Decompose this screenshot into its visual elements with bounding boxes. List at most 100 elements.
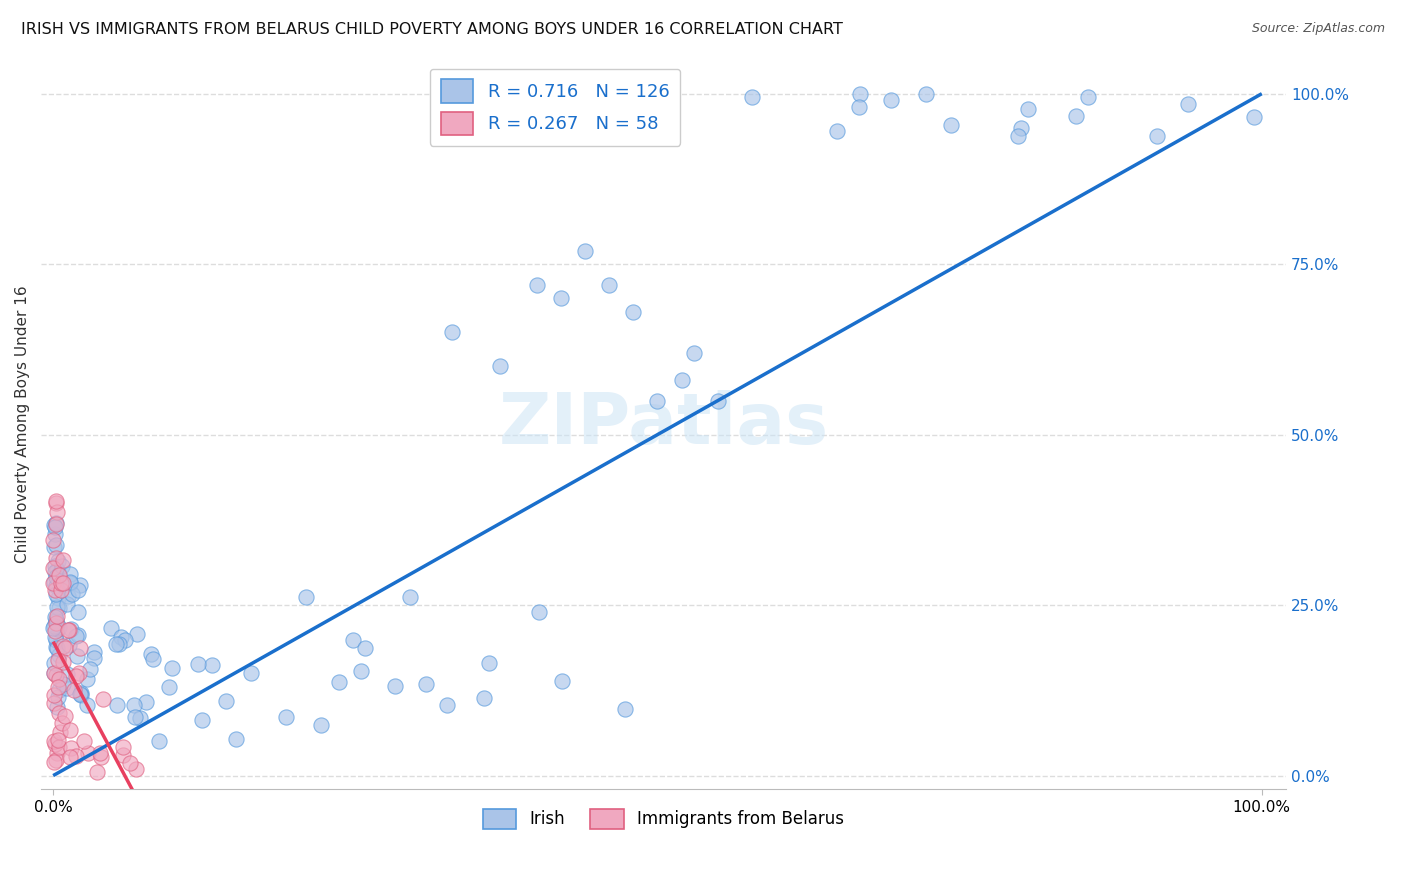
- Point: [69, 640, 91, 655]
- Point: [48, 620, 70, 634]
- Point: [45, 632, 67, 647]
- Point: [45, 579, 67, 593]
- Point: [139, 647, 162, 661]
- Point: [51, 715, 73, 730]
- Point: [53, 708, 76, 723]
- Point: [100, 621, 122, 635]
- Point: [56, 589, 79, 603]
- Point: [44, 753, 66, 767]
- Point: [56, 666, 79, 681]
- Point: [160, 661, 183, 675]
- Point: [44, 666, 66, 681]
- Point: [59, 622, 82, 636]
- Point: [45, 494, 67, 508]
- Point: [309, 717, 332, 731]
- Point: [76, 672, 98, 686]
- Point: [46, 622, 69, 636]
- Point: [239, 666, 262, 681]
- Point: [48, 567, 70, 582]
- Point: [295, 591, 318, 605]
- Point: [671, 373, 693, 387]
- Point: [707, 393, 730, 408]
- Point: [276, 710, 298, 724]
- Point: [44, 527, 66, 541]
- Point: [48, 740, 70, 755]
- Point: [42, 541, 65, 555]
- Point: [58, 624, 80, 638]
- Point: [46, 563, 69, 577]
- Point: [527, 605, 550, 619]
- Text: ZIPatlas: ZIPatlas: [499, 390, 828, 458]
- Point: [48, 568, 70, 582]
- Point: [45, 613, 67, 627]
- Point: [42, 575, 65, 590]
- Point: [59, 575, 82, 590]
- Point: [849, 87, 872, 101]
- Point: [45, 516, 67, 530]
- Point: [42, 574, 65, 589]
- Point: [399, 590, 422, 604]
- Point: [880, 93, 903, 107]
- Point: [135, 695, 157, 709]
- Legend: Irish, Immigrants from Belarus: Irish, Immigrants from Belarus: [477, 802, 851, 836]
- Point: [472, 691, 495, 706]
- Point: [46, 591, 69, 605]
- Point: [66, 648, 89, 663]
- Point: [79, 661, 101, 675]
- Point: [69, 686, 91, 700]
- Point: [52, 639, 75, 653]
- Point: [110, 631, 132, 645]
- Point: [104, 637, 127, 651]
- Text: Source: ZipAtlas.com: Source: ZipAtlas.com: [1251, 22, 1385, 36]
- Point: [489, 359, 512, 374]
- Point: [44, 565, 66, 579]
- Point: [42, 755, 65, 769]
- Point: [526, 277, 548, 292]
- Point: [46, 641, 69, 656]
- Point: [49, 725, 72, 739]
- Point: [65, 668, 87, 682]
- Point: [1243, 110, 1265, 124]
- Point: [52, 677, 75, 691]
- Point: [46, 653, 69, 667]
- Point: [89, 746, 111, 760]
- Point: [49, 583, 72, 598]
- Point: [59, 750, 82, 764]
- Point: [45, 668, 67, 682]
- Point: [69, 577, 91, 591]
- Point: [46, 609, 69, 624]
- Point: [1007, 129, 1029, 144]
- Point: [55, 597, 77, 611]
- Point: [59, 574, 82, 589]
- Point: [108, 637, 131, 651]
- Point: [45, 570, 67, 584]
- Point: [112, 747, 135, 762]
- Point: [44, 630, 66, 644]
- Point: [65, 749, 87, 764]
- Point: [52, 576, 75, 591]
- Point: [342, 632, 364, 647]
- Point: [44, 688, 66, 702]
- Point: [45, 551, 67, 566]
- Point: [1146, 128, 1168, 143]
- Point: [83, 650, 105, 665]
- Point: [48, 600, 70, 615]
- Point: [328, 675, 350, 690]
- Point: [353, 641, 375, 656]
- Point: [67, 665, 90, 680]
- Point: [45, 640, 67, 655]
- Point: [1177, 97, 1199, 112]
- Point: [44, 624, 66, 638]
- Point: [825, 124, 848, 138]
- Point: [42, 696, 65, 710]
- Point: [70, 688, 93, 702]
- Point: [941, 118, 963, 132]
- Point: [621, 305, 644, 319]
- Point: [51, 578, 73, 592]
- Point: [91, 692, 114, 706]
- Point: [69, 687, 91, 701]
- Point: [62, 683, 84, 698]
- Point: [191, 713, 214, 727]
- Point: [73, 734, 96, 748]
- Point: [58, 638, 80, 652]
